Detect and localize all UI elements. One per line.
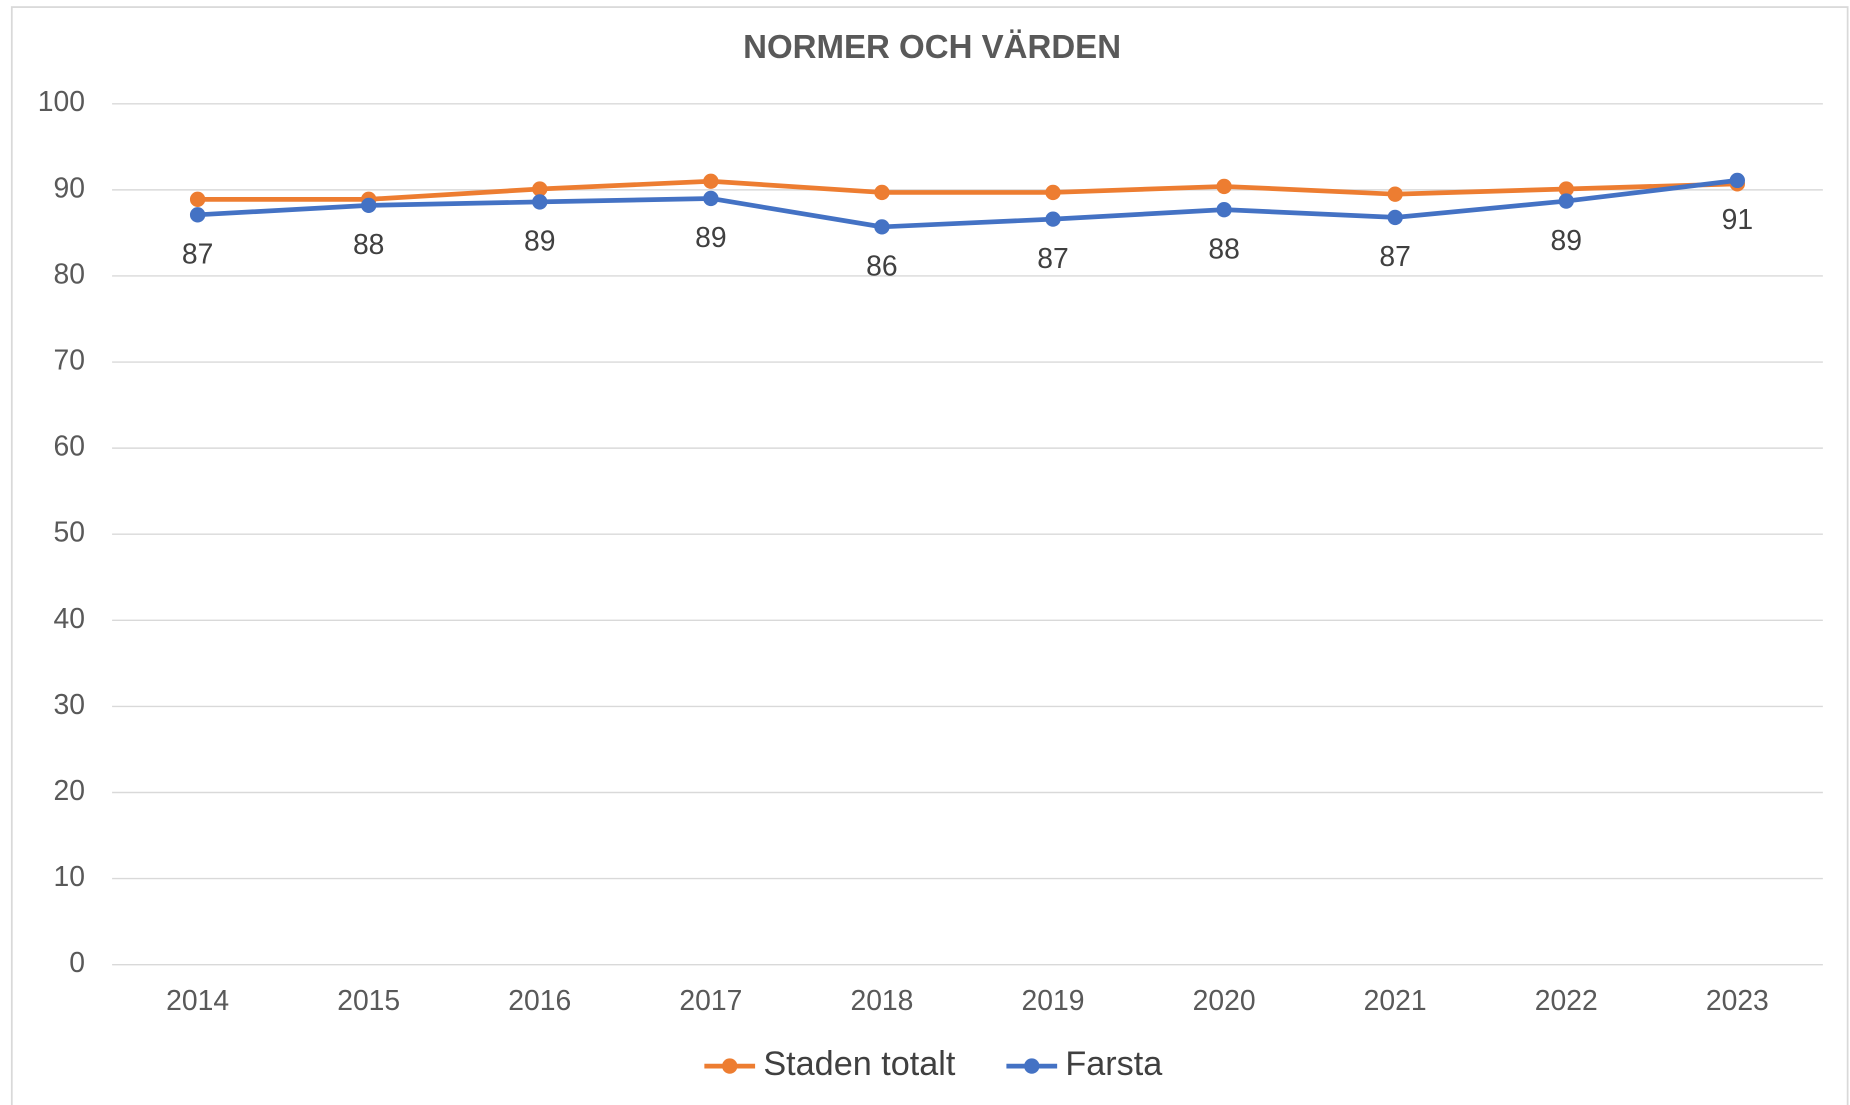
y-tick-label: 20	[53, 774, 84, 806]
data-point	[1729, 172, 1745, 189]
y-tick-label: 70	[53, 344, 84, 376]
data-label: 87	[182, 238, 213, 270]
data-label: 89	[695, 221, 726, 253]
data-point	[532, 194, 548, 210]
data-point	[874, 219, 890, 235]
legend-label: Staden totalt	[763, 1045, 956, 1083]
data-point	[1216, 178, 1232, 195]
series-line	[197, 178, 1738, 202]
data-point	[1387, 186, 1403, 202]
y-tick-label: 60	[53, 430, 84, 462]
data-point	[1387, 209, 1403, 226]
data-label: 88	[1208, 232, 1239, 264]
legend-marker	[722, 1058, 738, 1074]
legend-marker	[1024, 1058, 1040, 1074]
y-tick-label: 30	[53, 688, 84, 720]
x-tick-label: 2016	[508, 984, 571, 1016]
y-tick-label: 90	[53, 171, 84, 203]
x-tick-label: 2019	[1022, 984, 1085, 1016]
chart-frame	[10, 6, 1849, 1105]
data-point	[532, 181, 548, 197]
x-tick-label: 2020	[1193, 984, 1256, 1016]
x-tick-label: 2018	[850, 984, 913, 1016]
legend-label: Farsta	[1065, 1045, 1163, 1083]
y-tick-label: 100	[38, 85, 85, 117]
data-label: 89	[1551, 224, 1582, 256]
data-point	[874, 184, 890, 201]
y-tick-label: 80	[53, 257, 84, 289]
data-point	[703, 190, 719, 207]
data-point	[1045, 184, 1061, 201]
y-tick-label: 40	[53, 602, 84, 634]
data-label: 89	[524, 225, 555, 257]
data-point	[189, 207, 206, 223]
data-label: 91	[1722, 203, 1753, 235]
x-tick-label: 2021	[1364, 984, 1427, 1016]
data-point	[1045, 211, 1061, 227]
data-point	[361, 197, 377, 214]
data-point	[1216, 202, 1232, 218]
x-tick-label: 2017	[679, 984, 742, 1016]
x-tick-label: 2014	[166, 984, 229, 1016]
data-label: 87	[1037, 242, 1068, 274]
series-line	[197, 178, 1738, 230]
x-tick-label: 2015	[337, 984, 400, 1016]
y-tick-label: 50	[53, 516, 84, 548]
data-point	[189, 191, 206, 208]
data-label: 87	[1379, 240, 1410, 272]
y-tick-label: 10	[53, 860, 84, 892]
data-point	[1558, 193, 1574, 209]
x-tick-label: 2022	[1535, 984, 1598, 1016]
data-point	[1558, 181, 1574, 197]
data-label: 86	[866, 250, 897, 282]
data-label: 88	[353, 228, 384, 260]
x-tick-label: 2023	[1706, 984, 1769, 1016]
y-tick-label: 0	[69, 946, 85, 978]
data-point	[703, 173, 719, 189]
chart-title: NORMER OCH VÄRDEN	[743, 28, 1121, 65]
